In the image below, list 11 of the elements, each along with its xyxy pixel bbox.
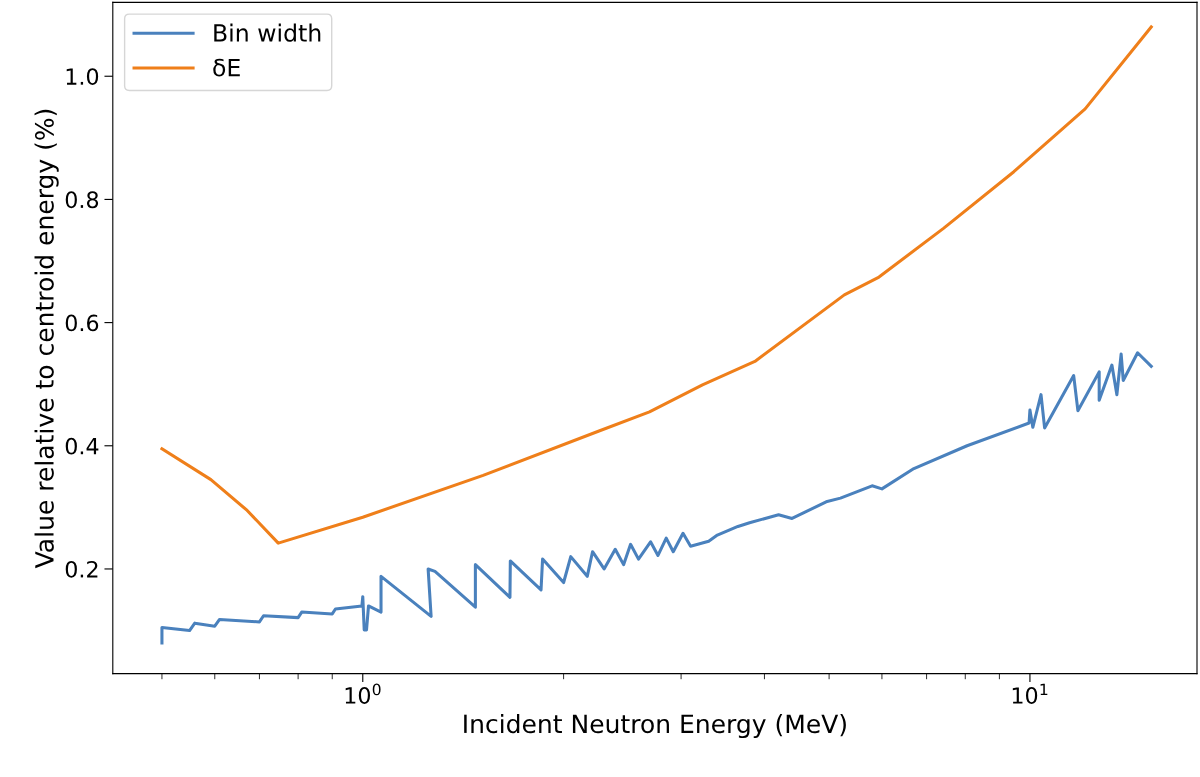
y-tick-label: 0.2 [65, 560, 98, 578]
x-tick-label: 10$^{0}$ [345, 683, 381, 704]
x-tick-label: 10$^{1}$ [1012, 683, 1048, 704]
legend-label: δE [213, 58, 240, 77]
legend-label: Bin width [214, 23, 321, 42]
x-axis-title: Incident Neutron Energy (MeV) [464, 713, 846, 739]
y-tick-label: 0.6 [65, 314, 99, 332]
y-tick-label: 1.0 [66, 68, 99, 85]
y-tick-label: 0.4 [65, 437, 99, 455]
y-axis-title: Value relative to centroid energy (%) [34, 109, 59, 569]
y-tick-label: 0.8 [65, 191, 99, 209]
